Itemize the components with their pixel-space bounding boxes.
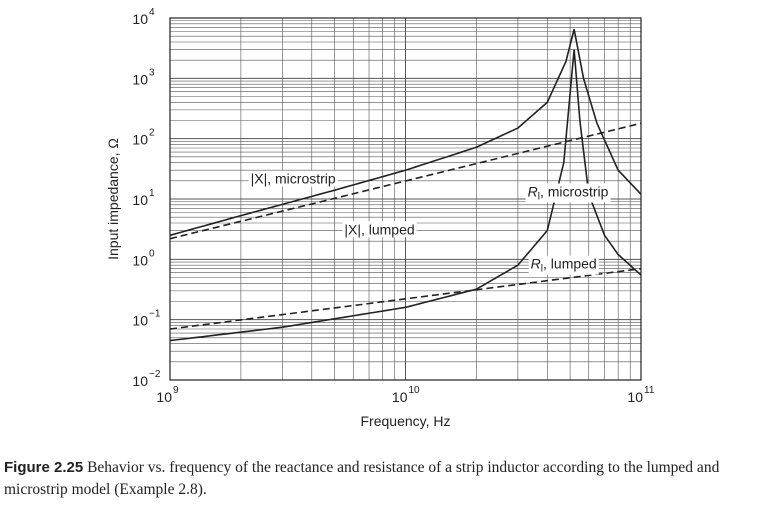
y-tick-label: 10 −2 xyxy=(132,369,160,389)
series-line-2 xyxy=(169,122,642,240)
svg-text:10: 10 xyxy=(132,71,148,87)
x-tick-label: 10 11 xyxy=(627,385,654,405)
figure-caption: Figure 2.25 Behavior vs. frequency of th… xyxy=(4,457,764,501)
x-axis-title: Frequency, Hz xyxy=(361,413,451,429)
svg-text:10: 10 xyxy=(132,313,148,329)
svg-text:3: 3 xyxy=(149,67,155,78)
svg-text:−1: −1 xyxy=(149,309,161,320)
caption-label: Figure 2.25 xyxy=(4,459,84,476)
series-line-1 xyxy=(169,29,642,237)
impedance-chart: |X|, microstrip |X|, lumped Rl, microstrip… xyxy=(105,7,655,429)
svg-text:11: 11 xyxy=(644,385,655,396)
curves xyxy=(169,29,642,342)
x-tick-label: 10 9 xyxy=(156,385,179,405)
curve-label: |X|, microstrip xyxy=(248,170,338,187)
curve-labels: |X|, microstrip |X|, lumped Rl, microstrip… xyxy=(248,170,611,275)
svg-text:10: 10 xyxy=(132,252,148,268)
svg-text:10: 10 xyxy=(156,389,172,405)
y-tick-label: 10 −1 xyxy=(132,309,160,329)
x-tick-label: 10 10 xyxy=(392,385,420,405)
curve-label: Rl, microstrip xyxy=(525,183,611,203)
curve-label: |X|, lumped xyxy=(342,221,417,238)
svg-text:Rl, microstrip: Rl, microstrip xyxy=(528,184,609,203)
svg-text:−2: −2 xyxy=(149,369,161,380)
svg-text:10: 10 xyxy=(392,389,408,405)
y-tick-label: 10 0 xyxy=(132,248,155,268)
svg-text:2: 2 xyxy=(149,128,155,139)
plot-frame xyxy=(169,17,642,381)
y-tick-label: 10 2 xyxy=(132,128,155,148)
svg-text:1: 1 xyxy=(149,188,155,199)
y-axis-title: Input impedance, Ω xyxy=(105,138,121,260)
y-tick-label: 10 4 xyxy=(132,7,155,27)
svg-text:Rl, lumped: Rl, lumped xyxy=(531,256,597,275)
svg-text:0: 0 xyxy=(149,248,155,259)
svg-text:10: 10 xyxy=(132,11,148,27)
series-line-3 xyxy=(169,49,642,342)
svg-text:10: 10 xyxy=(627,389,643,405)
svg-text:10: 10 xyxy=(132,192,148,208)
svg-text:4: 4 xyxy=(149,7,155,18)
y-tick-label: 10 1 xyxy=(132,188,155,208)
svg-text:10: 10 xyxy=(132,373,148,389)
svg-text:|X|, lumped: |X|, lumped xyxy=(344,221,414,237)
y-tick-label: 10 3 xyxy=(132,67,155,87)
svg-text:10: 10 xyxy=(409,385,421,396)
series-line-4 xyxy=(169,267,642,330)
svg-text:|X|, microstrip: |X|, microstrip xyxy=(251,171,336,187)
svg-text:10: 10 xyxy=(132,132,148,148)
caption-text: Behavior vs. frequency of the reactance … xyxy=(4,459,720,498)
svg-text:9: 9 xyxy=(173,385,179,396)
curve-label: Rl, lumped xyxy=(528,255,599,275)
